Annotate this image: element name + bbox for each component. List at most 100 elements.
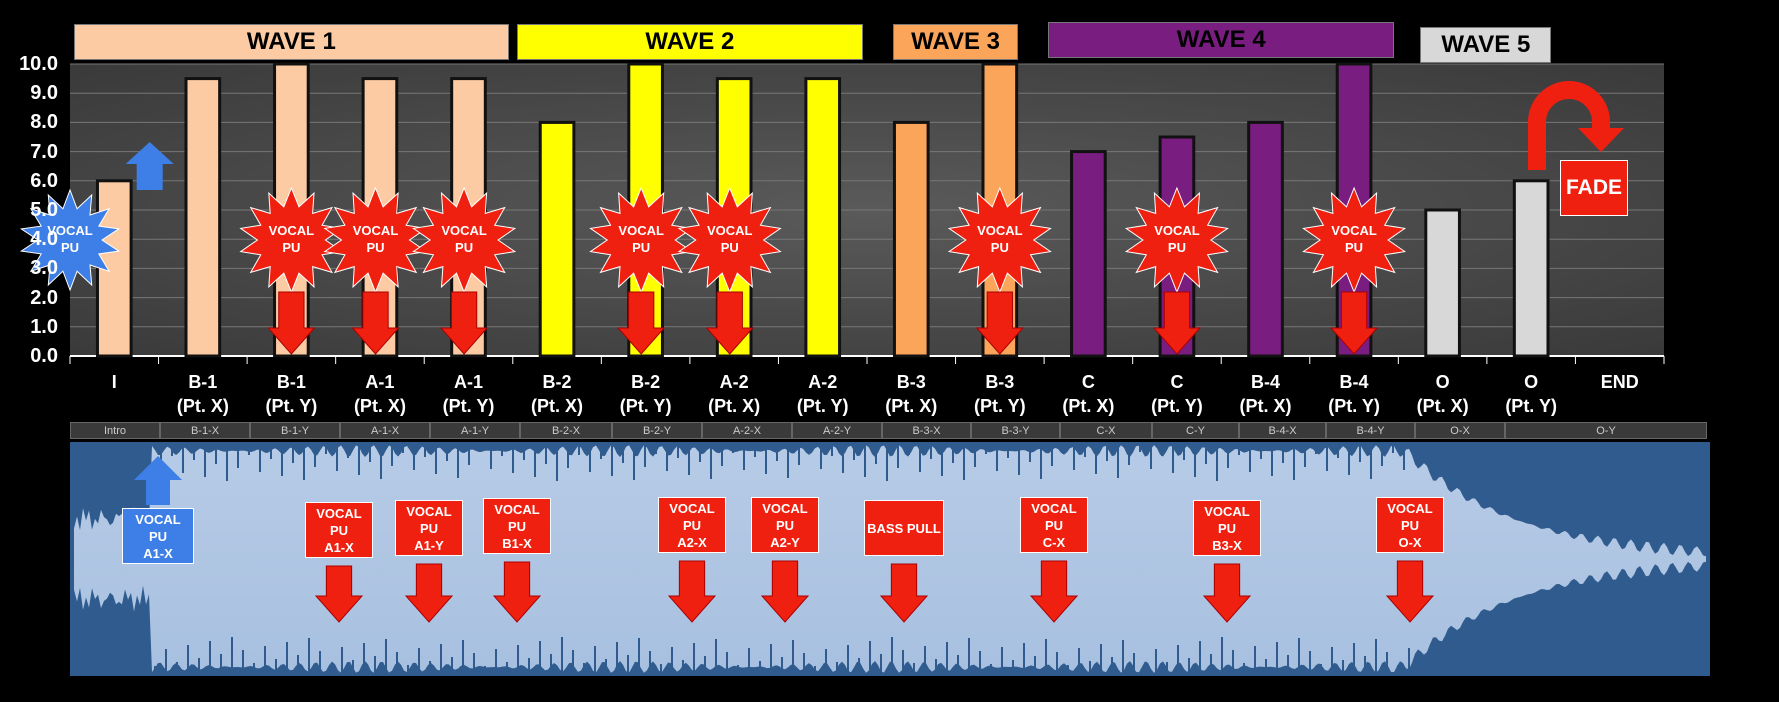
timeline-note-line: O-X [1398, 534, 1422, 550]
x-tick-label: A-1 (Pt. Y) [442, 372, 495, 416]
timeline-note-line: PU [148, 528, 168, 544]
x-tick-label: B-1 (Pt. X) [176, 372, 229, 416]
timeline-segment: O-X [1415, 422, 1505, 439]
timeline-note-line: VOCAL [1031, 500, 1077, 516]
y-tick-label: 6.0 [30, 169, 58, 192]
y-tick-label: 2.0 [30, 286, 58, 309]
burst-label-line1: VOCAL [618, 223, 664, 238]
timeline-note-line: B1-X [502, 535, 532, 551]
down-arrow [1329, 291, 1379, 355]
wave-header-4: WAVE 4 [1048, 22, 1395, 58]
bar-15 [1424, 208, 1461, 358]
down-arrow [667, 560, 717, 623]
timeline-note-line: VOCAL [135, 511, 181, 527]
down-arrow [705, 291, 754, 355]
wave-header-5: WAVE 5 [1420, 27, 1552, 63]
y-tick-label: 4.0 [30, 228, 58, 251]
down-arrow [617, 291, 666, 355]
burst-label: VOCAL PU [1319, 222, 1389, 256]
timeline-note-line: PU [682, 517, 702, 533]
timeline-note-line: VOCAL [316, 505, 362, 521]
x-tick-label: B-4 (Pt. Y) [1328, 372, 1380, 416]
timeline-note-line: PU [507, 518, 527, 534]
vocal-pu-burst-blue [19, 188, 121, 292]
timeline-note-line: BASS PULL [867, 520, 941, 536]
bar-9 [892, 120, 930, 358]
timeline-segment: A-2-Y [792, 422, 882, 439]
burst-label-line2: PU [282, 240, 301, 255]
waveform-body [74, 445, 1706, 673]
down-arrow [1385, 560, 1435, 623]
burst-label-line1: VOCAL [706, 223, 753, 238]
timeline-note-line: PU [775, 517, 795, 533]
down-arrow [404, 563, 454, 623]
timeline-note-line: PU [1044, 517, 1064, 533]
down-arrow [975, 291, 1024, 355]
timeline-segment: B-4-Y [1326, 422, 1415, 439]
down-arrow [1202, 563, 1252, 623]
y-tick-label: 8.0 [30, 111, 58, 134]
burst-label-line2: PU [366, 240, 385, 255]
timeline-note: BASS PULL [864, 500, 944, 556]
x-tick-label: C (Pt. X) [1062, 372, 1115, 416]
y-tick-label: 0.0 [30, 345, 58, 367]
y-tick-label: 7.0 [30, 140, 58, 163]
timeline-note-line: A1-Y [414, 537, 444, 553]
burst-label-line2: PU [1345, 240, 1364, 255]
timeline-segment: A-1-X [340, 422, 430, 439]
x-tick-label: O (Pt. Y) [1505, 372, 1557, 416]
x-tick-label: B-4 (Pt. X) [1239, 372, 1292, 416]
bar-1 [184, 77, 222, 358]
timeline-segment: C-Y [1152, 422, 1239, 439]
burst-label: VOCAL PU [1142, 222, 1212, 256]
timeline-segment: B-4-X [1239, 422, 1326, 439]
timeline-segment: C-X [1060, 422, 1152, 439]
burst-label-line1: VOCAL [1154, 223, 1200, 238]
burst-label: VOCAL PU [429, 222, 499, 256]
down-arrow [439, 291, 489, 355]
timeline-segment: A-2-X [702, 422, 792, 439]
timeline-note: VOCAL PU B1-X [483, 498, 551, 554]
timeline-note-line: VOCAL [1387, 500, 1433, 516]
timeline-note-line: C-X [1042, 534, 1066, 550]
x-tick-label: B-1 (Pt. Y) [265, 372, 318, 416]
down-arrow [1029, 560, 1079, 623]
timeline-segment: Intro [70, 422, 160, 439]
timeline-note-line: A1-X [324, 539, 354, 555]
timeline-note-line: VOCAL [762, 500, 808, 516]
x-tick-label: A-2 (Pt. Y) [796, 372, 849, 416]
x-tick-label: B-3 (Pt. X) [885, 372, 938, 416]
y-tick-label: 5.0 [30, 199, 58, 221]
burst-label: VOCAL PU [341, 222, 411, 256]
burst-label: VOCAL PU [606, 222, 676, 256]
burst-label: VOCAL PU [35, 222, 105, 256]
y-tick-label: 10.0 [19, 53, 58, 75]
fade-arrow-head [1578, 128, 1624, 152]
burst-label-line2: PU [60, 240, 80, 255]
timeline-segment: B-3-X [882, 422, 971, 439]
burst-label: VOCAL PU [256, 222, 326, 256]
burst-label-line1: VOCAL [352, 223, 399, 238]
timeline-note: VOCAL PU A2-Y [751, 497, 819, 553]
timeline-note-line: A2-X [677, 534, 707, 550]
timeline-segment: B-3-Y [971, 422, 1060, 439]
burst-label-line1: VOCAL [977, 223, 1023, 238]
timeline-note: VOCAL PU A1-Y [395, 500, 463, 556]
x-tick-label: END [1600, 372, 1639, 392]
wave-header-2: WAVE 2 [516, 24, 863, 60]
timeline-segment: B-2-Y [612, 422, 702, 439]
burst-label-line2: PU [1167, 240, 1186, 255]
burst-label-line1: VOCAL [1331, 223, 1377, 238]
burst-label: VOCAL PU [695, 222, 765, 256]
up-arrow-blue [134, 456, 182, 505]
x-tick-label: B-2 (Pt. Y) [619, 372, 672, 416]
y-tick-label: 9.0 [30, 82, 58, 105]
fade-curved-arrow [1528, 81, 1610, 170]
x-tick-label: A-1 (Pt. X) [353, 372, 406, 416]
timeline-note-line: PU [1400, 517, 1420, 533]
burst-label: VOCAL PU [965, 222, 1035, 256]
down-arrow [314, 565, 364, 623]
down-arrow [267, 291, 316, 355]
wave-header-1: WAVE 1 [74, 24, 509, 60]
timeline-note-line: A2-Y [770, 534, 800, 550]
